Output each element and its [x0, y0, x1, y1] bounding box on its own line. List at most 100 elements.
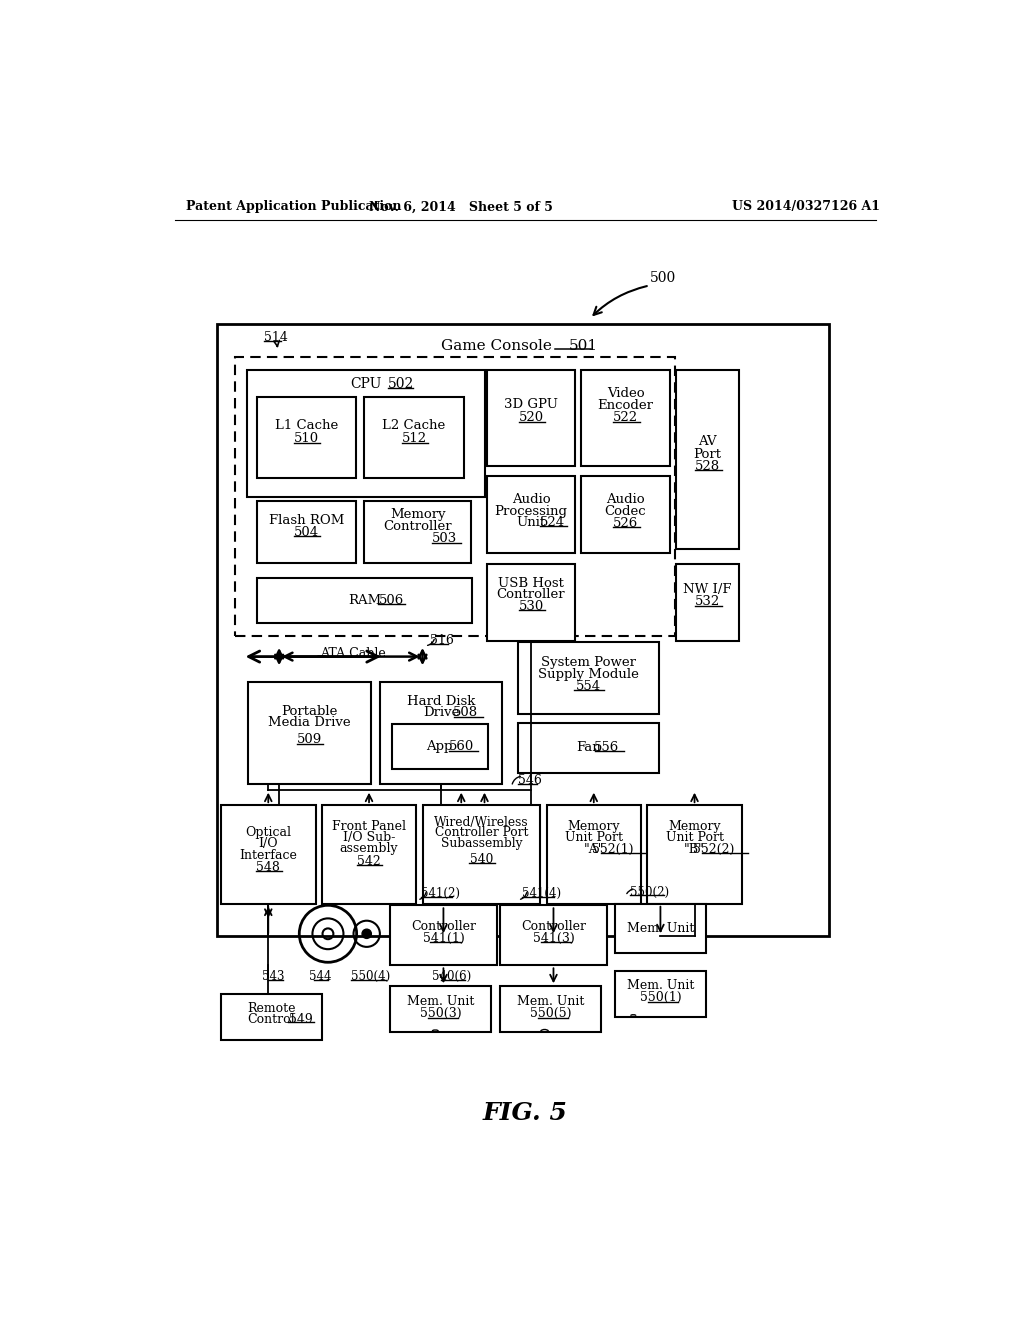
Bar [486, 370, 575, 466]
Bar [486, 477, 575, 553]
Bar [221, 994, 322, 1040]
Text: Control: Control [248, 1012, 295, 1026]
Text: L1 Cache: L1 Cache [274, 418, 338, 432]
Text: 541(2): 541(2) [421, 887, 460, 900]
Text: 556: 556 [594, 741, 620, 754]
Text: 510: 510 [294, 432, 318, 445]
Bar [365, 397, 464, 478]
Text: Audio: Audio [512, 492, 550, 506]
Text: 552(1): 552(1) [593, 842, 634, 855]
Text: 541(3): 541(3) [532, 932, 574, 945]
Text: FIG. 5: FIG. 5 [482, 1101, 567, 1125]
Text: 554: 554 [575, 680, 601, 693]
Text: 522: 522 [613, 412, 638, 425]
Text: 546: 546 [518, 774, 542, 787]
Text: 500: 500 [649, 271, 676, 285]
Bar [234, 358, 675, 636]
Text: Mem. Unit: Mem. Unit [407, 995, 474, 1008]
Text: Drive: Drive [423, 706, 460, 719]
Text: 524: 524 [540, 516, 565, 529]
Text: Front Panel: Front Panel [332, 820, 407, 833]
Text: 550(1): 550(1) [640, 991, 681, 1005]
Bar [486, 564, 575, 642]
Text: Game Console: Game Console [440, 338, 552, 352]
Text: 541(1): 541(1) [423, 932, 464, 945]
Text: Codec: Codec [605, 504, 646, 517]
Text: 548: 548 [256, 861, 281, 874]
Text: Mem. Unit: Mem. Unit [627, 921, 694, 935]
Text: 541(4): 541(4) [521, 887, 561, 900]
Text: 550(4): 550(4) [351, 970, 390, 983]
Text: 516: 516 [430, 634, 454, 647]
Text: Mem. Unit: Mem. Unit [627, 979, 694, 991]
Text: 528: 528 [695, 459, 720, 473]
Text: 514: 514 [263, 331, 288, 345]
Bar [217, 323, 829, 936]
Text: 550(2): 550(2) [630, 886, 670, 899]
Text: Supply Module: Supply Module [538, 668, 639, 681]
Bar [365, 502, 471, 562]
Text: Controller: Controller [384, 520, 453, 533]
Text: Optical: Optical [246, 825, 291, 838]
Text: Video: Video [607, 387, 644, 400]
Text: L2 Cache: L2 Cache [382, 418, 445, 432]
Bar [614, 904, 707, 953]
Text: 526: 526 [613, 517, 638, 529]
Text: 552(2): 552(2) [693, 842, 734, 855]
Text: AV: AV [698, 436, 717, 449]
Bar [500, 986, 601, 1032]
Bar [322, 805, 417, 904]
Bar [390, 986, 490, 1032]
Text: Controller Port: Controller Port [434, 826, 528, 840]
Text: Remote: Remote [247, 1002, 296, 1015]
Text: I/O: I/O [258, 837, 279, 850]
Text: Mem. Unit: Mem. Unit [517, 995, 584, 1008]
Text: 544: 544 [309, 970, 332, 983]
Bar [614, 970, 707, 1016]
Text: 532: 532 [695, 595, 720, 609]
Text: 560: 560 [449, 741, 474, 754]
Text: 542: 542 [357, 855, 381, 869]
Bar [647, 805, 741, 904]
Text: CPU: CPU [350, 378, 382, 391]
Text: 512: 512 [401, 432, 427, 445]
Text: Controller: Controller [521, 920, 586, 933]
Text: 3D GPU: 3D GPU [504, 399, 558, 412]
Text: Interface: Interface [240, 849, 297, 862]
Text: Nov. 6, 2014   Sheet 5 of 5: Nov. 6, 2014 Sheet 5 of 5 [370, 201, 553, 214]
Text: Memory: Memory [669, 820, 721, 833]
Bar [390, 906, 497, 965]
Text: Audio: Audio [606, 492, 645, 506]
Text: assembly: assembly [340, 842, 398, 855]
Text: I/O Sub-: I/O Sub- [343, 832, 395, 843]
Text: Media Drive: Media Drive [268, 717, 350, 730]
Text: Memory: Memory [567, 820, 621, 833]
Bar [518, 642, 658, 714]
Text: App: App [426, 741, 453, 754]
Text: 504: 504 [294, 527, 318, 539]
Bar [676, 564, 739, 642]
Text: Portable: Portable [282, 705, 338, 718]
Text: 540(6): 540(6) [432, 970, 472, 983]
Text: Hard Disk: Hard Disk [407, 694, 475, 708]
Text: System Power: System Power [541, 656, 636, 669]
Text: 530: 530 [518, 601, 544, 612]
Text: 550(5): 550(5) [529, 1007, 571, 1020]
Text: Encoder: Encoder [598, 399, 653, 412]
Text: Flash ROM: Flash ROM [268, 513, 344, 527]
Bar [547, 805, 641, 904]
Text: 502: 502 [388, 378, 414, 391]
Bar [500, 906, 607, 965]
Text: 508: 508 [454, 706, 478, 719]
Text: 501: 501 [569, 338, 598, 352]
Text: Wired/Wireless: Wired/Wireless [434, 816, 528, 829]
Text: 520: 520 [518, 412, 544, 425]
Text: Processing: Processing [495, 504, 567, 517]
Text: 550(3): 550(3) [420, 1007, 461, 1020]
Bar [518, 723, 658, 774]
Text: NW I/F: NW I/F [683, 583, 732, 597]
Text: US 2014/0327126 A1: US 2014/0327126 A1 [732, 201, 880, 214]
Text: Controller: Controller [411, 920, 476, 933]
Bar [582, 477, 670, 553]
Bar [257, 502, 356, 562]
